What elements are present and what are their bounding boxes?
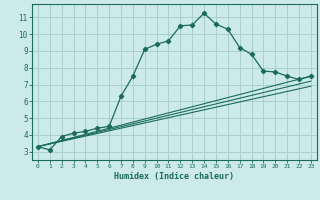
X-axis label: Humidex (Indice chaleur): Humidex (Indice chaleur) [115,172,234,181]
